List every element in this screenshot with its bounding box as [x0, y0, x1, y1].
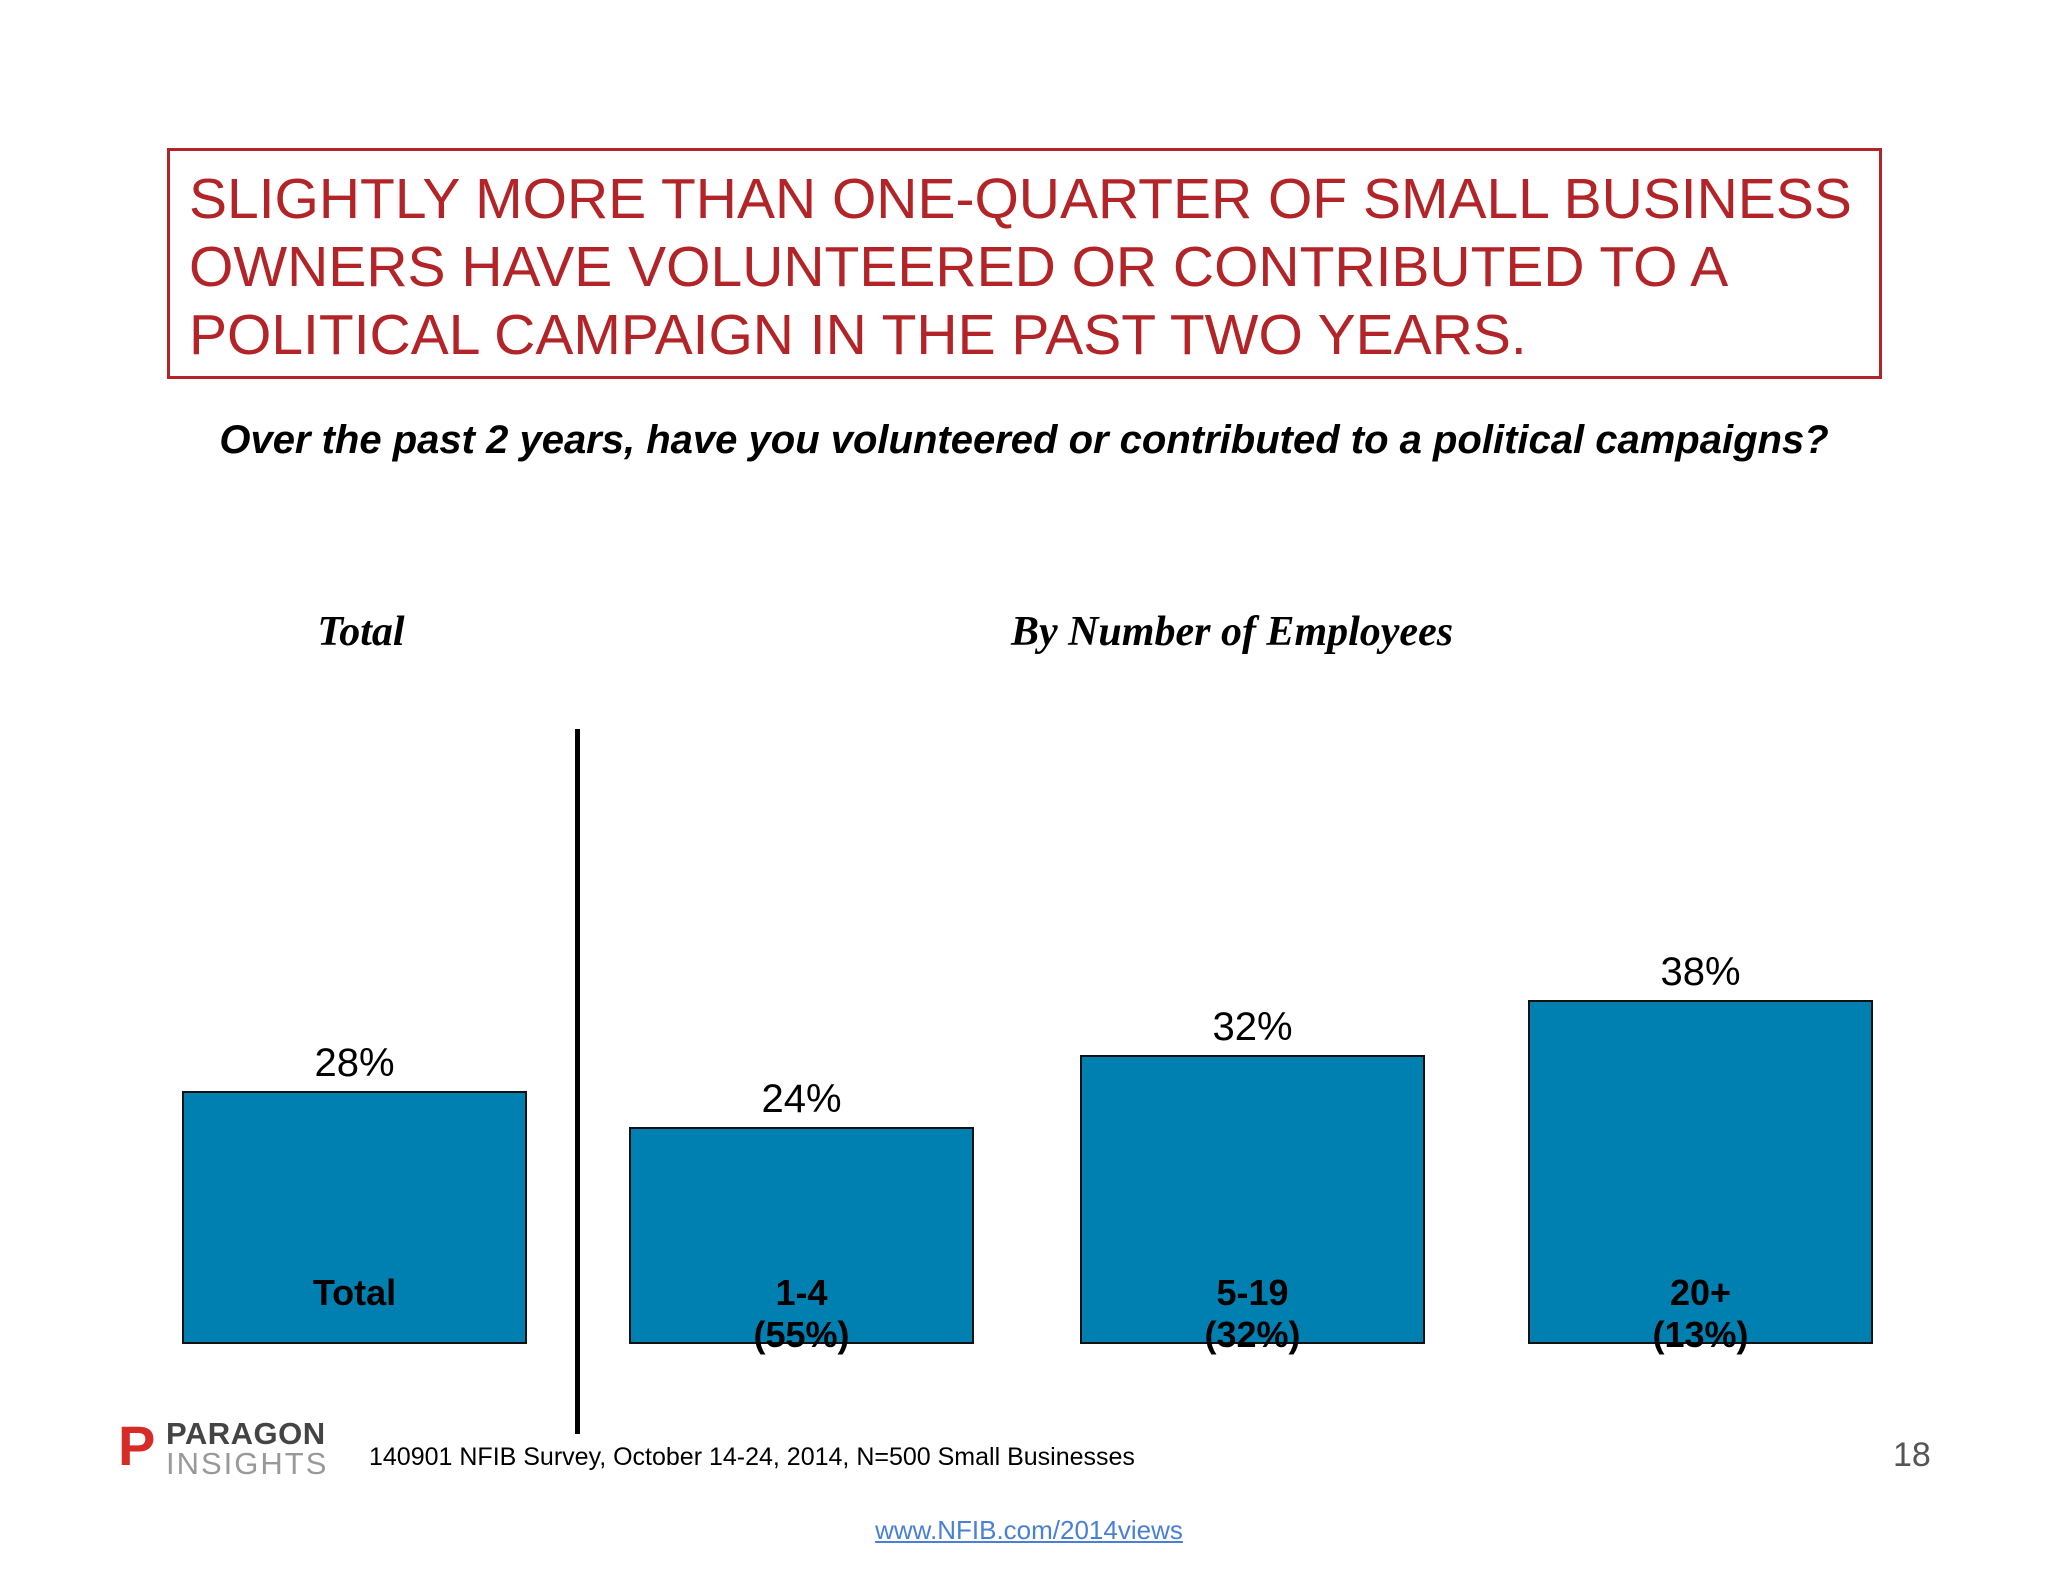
group-header-total: Total	[317, 609, 405, 655]
value-label: 28%	[314, 1040, 395, 1085]
category-name: 20+	[1669, 1272, 1732, 1313]
category-label: 5-19 (32%)	[1204, 1272, 1300, 1356]
title-box: SLIGHTLY MORE THAN ONE-QUARTER OF SMALL …	[167, 148, 1882, 379]
nfib-link[interactable]: www.NFIB.com/2014views	[875, 1515, 1183, 1545]
group-divider	[575, 729, 580, 1434]
logo-text-2: INSIGHTS	[166, 1446, 329, 1481]
category-name: 1-4	[775, 1272, 828, 1313]
value-label: 38%	[1660, 950, 1741, 995]
paragon-logo: P PARAGON INSIGHTS	[118, 1414, 329, 1481]
bar-2	[1080, 1054, 1425, 1344]
category-label: 1-4 (55%)	[753, 1272, 849, 1356]
category-name: 5-19	[1216, 1272, 1289, 1313]
logo-p-icon: P	[118, 1414, 156, 1477]
category-share: (55%)	[753, 1314, 850, 1355]
category-share: (13%)	[1652, 1314, 1749, 1355]
category-name: Total	[312, 1272, 397, 1313]
value-label: 32%	[1212, 1004, 1293, 1049]
bar-1	[629, 1127, 974, 1344]
category-share: (32%)	[1204, 1314, 1301, 1355]
slide-title: SLIGHTLY MORE THAN ONE-QUARTER OF SMALL …	[189, 167, 1852, 367]
logo-text-1: PARAGON	[166, 1416, 326, 1451]
bar-0	[182, 1090, 527, 1344]
category-label: Total	[313, 1272, 396, 1314]
page-number: 18	[1893, 1436, 1931, 1474]
source-note: 140901 NFIB Survey, October 14-24, 2014,…	[369, 1443, 1135, 1471]
bar-3	[1528, 1000, 1873, 1344]
group-header-employees: By Number of Employees	[1010, 609, 1454, 655]
value-label: 24%	[761, 1077, 842, 1122]
category-label: 20+ (13%)	[1652, 1272, 1748, 1356]
survey-question: Over the past 2 years, have you voluntee…	[219, 418, 1829, 462]
